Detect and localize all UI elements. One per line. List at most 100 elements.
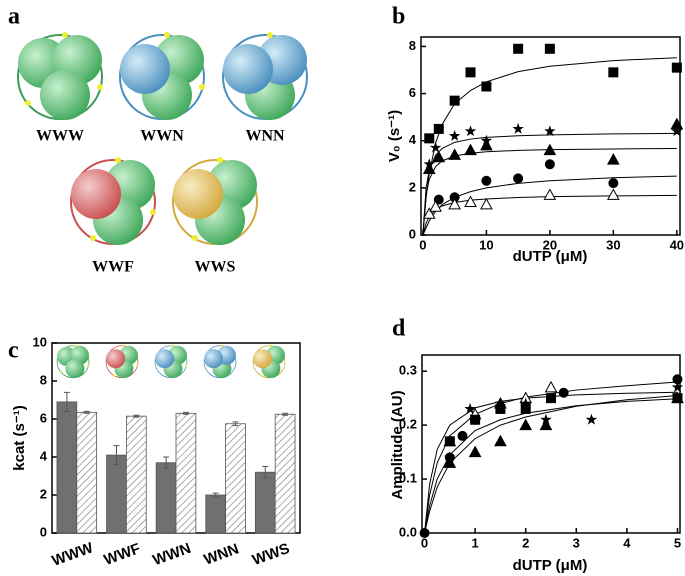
point xyxy=(480,138,493,151)
panel-label: b xyxy=(392,4,405,30)
trimer-icon xyxy=(119,31,206,121)
trimer-icon xyxy=(105,344,139,379)
point xyxy=(464,143,477,156)
fit-line xyxy=(422,57,677,236)
fit-line xyxy=(422,175,677,236)
point xyxy=(481,81,492,92)
bar xyxy=(254,471,276,534)
point xyxy=(432,150,446,163)
y-tick-label: 6 xyxy=(409,85,416,100)
error-bar xyxy=(282,412,289,416)
plot-frame xyxy=(420,36,681,236)
y-tick-label: 8 xyxy=(409,38,416,53)
panel-label: c xyxy=(8,338,19,364)
error-bar xyxy=(133,414,140,418)
point xyxy=(671,62,682,73)
bar xyxy=(76,411,98,534)
y-tick-label: 0.0 xyxy=(399,524,417,539)
y-tick-label: 0.2 xyxy=(399,417,417,432)
y-tick-label: 0 xyxy=(40,524,47,539)
bar xyxy=(225,423,246,534)
point xyxy=(494,397,507,409)
bar xyxy=(155,462,177,534)
x-tick-label: 2 xyxy=(522,535,529,550)
y-tick-label: 8 xyxy=(40,372,47,387)
bar xyxy=(205,494,226,534)
bar xyxy=(274,413,296,534)
x-tick-label: 30 xyxy=(606,237,620,252)
trimer-icon xyxy=(222,31,308,121)
y-tick-label: 6 xyxy=(40,410,47,425)
plot-frame xyxy=(421,354,681,534)
point xyxy=(519,418,533,431)
fit-line xyxy=(422,194,677,236)
x-tick-label: WWF xyxy=(102,540,143,569)
point xyxy=(443,456,457,468)
point xyxy=(470,414,481,425)
point xyxy=(546,393,556,404)
x-tick-label: 0 xyxy=(421,535,428,550)
point xyxy=(457,430,468,441)
fit-line xyxy=(424,391,678,534)
point xyxy=(464,195,477,207)
variant-label: WWW xyxy=(36,128,84,145)
panel-label: d xyxy=(392,316,406,342)
x-tick-label: 5 xyxy=(674,535,681,550)
point xyxy=(480,197,493,210)
x-tick-label: 10 xyxy=(479,237,493,252)
point xyxy=(512,122,524,134)
trimer-icon xyxy=(70,156,157,246)
point xyxy=(608,67,619,78)
y-axis-label: kcat (s⁻¹) xyxy=(11,405,28,470)
point xyxy=(464,402,476,414)
error-bar xyxy=(63,391,70,412)
x-tick-label: WWS xyxy=(250,540,292,569)
point xyxy=(429,200,442,212)
point xyxy=(608,178,619,189)
error-bar xyxy=(163,456,170,469)
error-bar xyxy=(182,411,189,415)
point xyxy=(481,175,492,186)
point xyxy=(671,391,684,404)
error-bar xyxy=(113,445,120,466)
x-tick-label: WNN xyxy=(202,540,241,568)
y-tick-label: 2 xyxy=(409,179,416,194)
fit-line xyxy=(424,394,678,534)
point xyxy=(433,123,444,134)
bar xyxy=(175,412,197,534)
trimer-icon xyxy=(172,156,258,246)
trimer-icon xyxy=(17,31,104,121)
point xyxy=(544,159,555,170)
x-tick-label: WWN xyxy=(151,540,194,569)
point xyxy=(544,380,558,393)
y-tick-label: 4 xyxy=(409,132,417,147)
bar xyxy=(56,401,78,534)
bar xyxy=(126,415,147,534)
trimer-icon xyxy=(56,344,90,379)
point xyxy=(468,445,482,458)
point xyxy=(464,125,477,137)
point xyxy=(606,188,620,200)
variant-label: WWS xyxy=(195,259,236,276)
trimer-icon xyxy=(203,344,237,379)
x-tick-label: 0 xyxy=(419,237,426,252)
variant-label: WNN xyxy=(245,128,285,145)
panel-label: a xyxy=(8,4,20,30)
point xyxy=(539,418,553,431)
point xyxy=(422,162,436,174)
x-tick-label: 20 xyxy=(543,237,557,252)
variant-label: WWF xyxy=(92,259,134,276)
point xyxy=(544,43,555,54)
point xyxy=(670,117,684,130)
point xyxy=(424,133,435,144)
point xyxy=(448,148,461,160)
trimer-icon xyxy=(154,344,188,379)
y-tick-label: 2 xyxy=(40,486,47,501)
error-bar xyxy=(262,466,269,479)
variant-label: WWN xyxy=(140,128,184,145)
point xyxy=(513,43,524,54)
x-tick-label: WWW xyxy=(50,539,97,570)
y-tick-label: 0.1 xyxy=(399,470,417,485)
bar xyxy=(106,454,127,534)
